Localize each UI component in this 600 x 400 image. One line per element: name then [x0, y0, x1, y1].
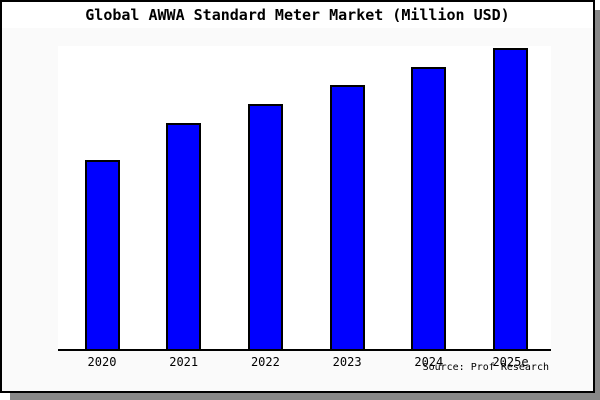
bar-2020 — [84, 160, 120, 349]
chart-title: Global AWWA Standard Meter Market (Milli… — [2, 2, 593, 28]
bar-2025e — [493, 48, 528, 349]
x-tick-label-2024: 2024 — [414, 355, 444, 369]
source-note: Source: Prof Research — [422, 362, 549, 373]
x-tick-label-2020: 2020 — [87, 355, 117, 369]
bar-2024 — [411, 67, 447, 349]
x-tick-label-2023: 2023 — [332, 355, 362, 369]
chart-frame: Global AWWA Standard Meter Market (Milli… — [0, 0, 595, 393]
bar-2022 — [247, 104, 283, 349]
x-tick-label-2025e: 2025e — [492, 355, 529, 369]
plot-area — [58, 46, 551, 351]
x-axis-labels: 2020 2021 2022 2023 2024 2025e — [58, 355, 551, 371]
x-tick-label-2021: 2021 — [169, 355, 199, 369]
bar-2023 — [329, 85, 365, 349]
bar-2021 — [166, 123, 202, 349]
x-tick-label-2022: 2022 — [250, 355, 280, 369]
